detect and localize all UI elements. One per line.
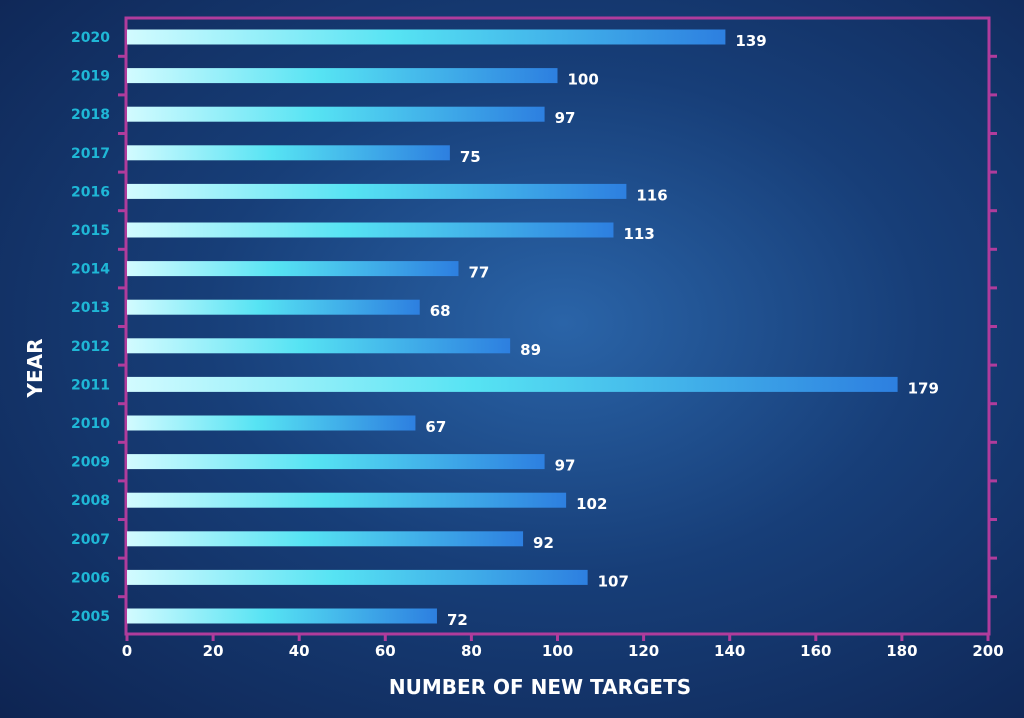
data-label: 89 xyxy=(520,341,541,359)
x-tick-label: 160 xyxy=(800,642,831,660)
y-axis-title: YEAR xyxy=(23,338,47,398)
y-tick-label: 2015 xyxy=(71,223,110,239)
y-tick-label: 2009 xyxy=(71,455,110,471)
y-tick-label: 2011 xyxy=(71,377,110,393)
y-tick-label: 2013 xyxy=(71,300,110,316)
data-label: 100 xyxy=(568,71,599,89)
x-tick-label: 20 xyxy=(203,642,224,660)
y-tick-label: 2006 xyxy=(71,570,110,586)
x-axis-title: NUMBER OF NEW TARGETS xyxy=(389,675,691,699)
bar-2007 xyxy=(127,531,524,547)
y-tick-label: 2020 xyxy=(71,30,110,46)
bar-2015 xyxy=(127,222,614,238)
y-tick-label: 2017 xyxy=(71,146,110,162)
x-tick-label: 200 xyxy=(972,642,1003,660)
bar-2017 xyxy=(127,145,450,161)
bar-2014 xyxy=(127,261,459,277)
bars xyxy=(127,29,898,624)
data-label: 116 xyxy=(636,186,667,204)
bar-2005 xyxy=(127,608,437,624)
y-tick-label: 2019 xyxy=(71,69,110,85)
data-label: 139 xyxy=(735,32,766,50)
x-tick-label: 100 xyxy=(542,642,573,660)
y-tick-label: 2018 xyxy=(71,107,110,123)
x-tick-label: 60 xyxy=(375,642,396,660)
bar-2008 xyxy=(127,492,567,508)
plot-frame xyxy=(118,16,997,641)
x-tick-label: 40 xyxy=(289,642,310,660)
bar-2011 xyxy=(127,376,898,392)
y-tick-label: 2005 xyxy=(71,609,110,625)
bar-2012 xyxy=(127,338,511,354)
bar-2009 xyxy=(127,454,545,470)
data-label: 113 xyxy=(623,225,654,243)
bar-2018 xyxy=(127,106,545,122)
bar-2006 xyxy=(127,569,588,585)
data-label: 97 xyxy=(555,457,576,475)
bar-2010 xyxy=(127,415,416,431)
bar-2019 xyxy=(127,68,558,84)
labels: 0 20 40 60 80 100 120 140 160 180 200 2020 139 2019 10… xyxy=(71,30,1004,660)
data-label: 97 xyxy=(555,109,576,127)
x-tick-label: 120 xyxy=(628,642,659,660)
x-tick-label: 80 xyxy=(461,642,482,660)
data-label: 77 xyxy=(468,264,489,282)
y-tick-label: 2007 xyxy=(71,532,110,548)
data-label: 107 xyxy=(598,572,629,590)
x-tick-label: 180 xyxy=(886,642,917,660)
data-label: 92 xyxy=(533,534,554,552)
bar-2016 xyxy=(127,183,627,199)
x-tick-label: 140 xyxy=(714,642,745,660)
data-label: 75 xyxy=(460,148,481,166)
data-label: 102 xyxy=(576,495,607,513)
y-tick-label: 2014 xyxy=(71,262,110,278)
x-tick-label: 0 xyxy=(122,642,132,660)
y-tick-label: 2008 xyxy=(71,493,110,509)
data-label: 72 xyxy=(447,611,468,629)
data-label: 67 xyxy=(425,418,446,436)
y-tick-label: 2012 xyxy=(71,339,110,355)
bar-2013 xyxy=(127,299,420,315)
bar-2020 xyxy=(127,29,726,45)
data-label: 68 xyxy=(430,302,451,320)
data-label: 179 xyxy=(908,379,939,397)
y-tick-label: 2010 xyxy=(71,416,110,432)
y-tick-label: 2016 xyxy=(71,184,110,200)
